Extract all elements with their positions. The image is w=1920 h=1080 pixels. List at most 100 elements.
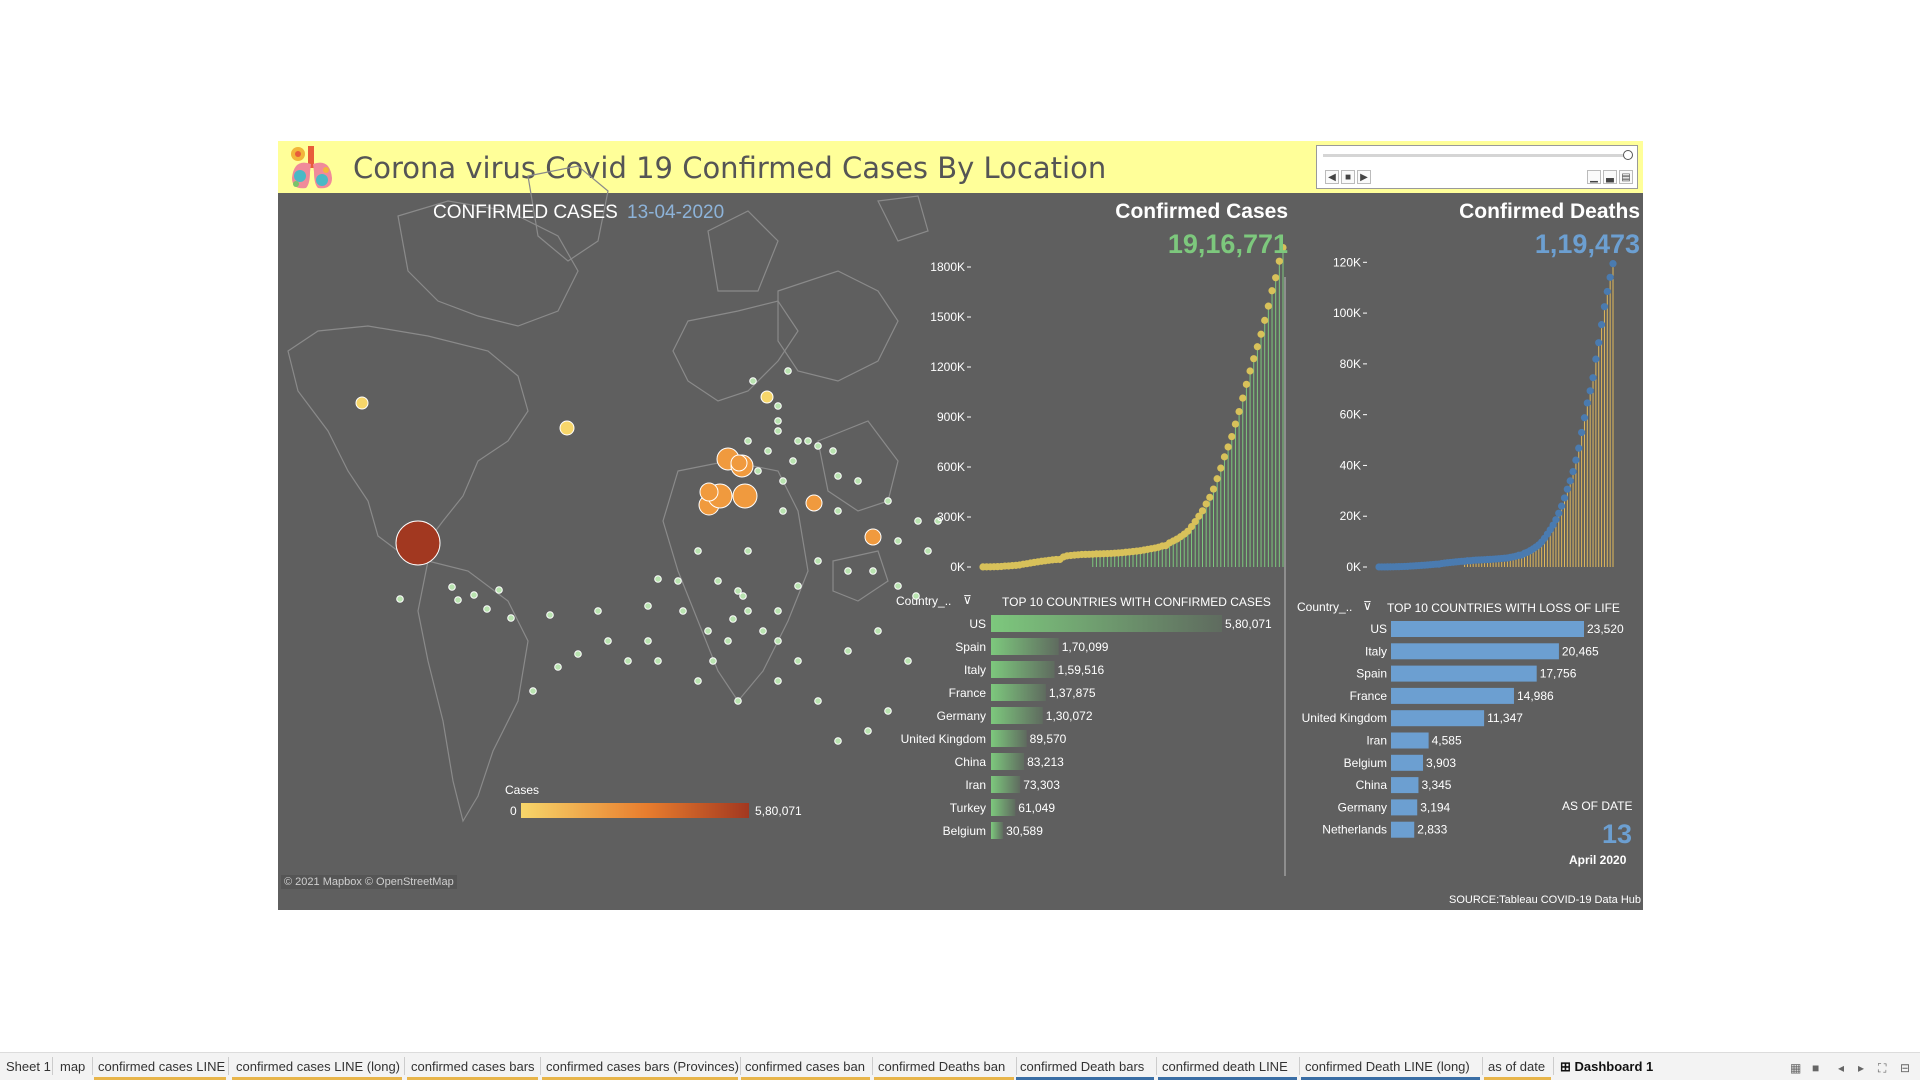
data-point[interactable]: [1555, 509, 1563, 517]
country-bubble[interactable]: [894, 537, 902, 545]
country-bubble[interactable]: [789, 457, 797, 465]
country-bubble[interactable]: [760, 390, 774, 404]
bar[interactable]: [1391, 732, 1429, 749]
country-bubble[interactable]: [396, 595, 404, 603]
slow-speed-icon[interactable]: ▁: [1587, 170, 1601, 184]
country-bubble[interactable]: [654, 657, 662, 665]
data-point[interactable]: [1606, 273, 1614, 281]
bar[interactable]: [991, 707, 1043, 724]
country-bubble[interactable]: [774, 427, 782, 435]
country-bubble[interactable]: [774, 637, 782, 645]
country-bubble[interactable]: [729, 615, 737, 623]
fullscreen-icon[interactable]: ⛶: [1878, 1061, 1887, 1075]
deaths-country-header[interactable]: Country_..: [1297, 600, 1353, 614]
data-point[interactable]: [1217, 464, 1225, 472]
stop-button[interactable]: ■: [1341, 170, 1355, 184]
bar[interactable]: [1391, 621, 1584, 637]
data-point[interactable]: [1549, 521, 1557, 529]
country-bubble[interactable]: [804, 437, 812, 445]
data-point[interactable]: [1250, 355, 1258, 363]
data-point[interactable]: [1600, 303, 1609, 311]
data-point[interactable]: [1552, 516, 1560, 524]
country-bubble[interactable]: [874, 627, 882, 635]
country-bubble[interactable]: [574, 650, 582, 658]
sheet-tab[interactable]: confirmed cases ban: [745, 1059, 865, 1074]
next-page-button[interactable]: ▶: [1357, 170, 1371, 184]
bar[interactable]: [1391, 665, 1537, 682]
country-bubble[interactable]: [794, 437, 802, 445]
country-bubble[interactable]: [734, 587, 742, 595]
country-bubble[interactable]: [546, 611, 554, 619]
country-bubble[interactable]: [604, 637, 612, 645]
country-bubble[interactable]: [794, 657, 802, 665]
country-bubble[interactable]: [694, 677, 702, 685]
country-bubble[interactable]: [644, 602, 652, 610]
country-bubble[interactable]: [744, 607, 752, 615]
country-bubble[interactable]: [355, 396, 369, 410]
next-sheet-icon[interactable]: ▸: [1858, 1061, 1865, 1075]
country-bubble[interactable]: [594, 607, 602, 615]
data-point[interactable]: [1586, 387, 1594, 395]
sheet-tab[interactable]: confirmed cases LINE (long): [236, 1059, 401, 1074]
country-bubble[interactable]: [794, 582, 802, 590]
country-bubble[interactable]: [934, 517, 942, 525]
country-bubble[interactable]: [654, 575, 662, 583]
sheet-tab[interactable]: confirmed Death LINE (long): [1305, 1059, 1470, 1074]
country-bubble[interactable]: [894, 582, 902, 590]
data-point[interactable]: [1583, 399, 1591, 407]
country-bubble[interactable]: [709, 657, 717, 665]
country-bubble[interactable]: [624, 657, 632, 665]
bar[interactable]: [991, 615, 1222, 632]
country-bubble[interactable]: [834, 472, 842, 480]
country-bubble[interactable]: [744, 437, 752, 445]
page-slider-track[interactable]: [1323, 154, 1627, 157]
bar[interactable]: [991, 661, 1055, 678]
country-bubble[interactable]: [754, 467, 762, 475]
data-point[interactable]: [1279, 243, 1287, 252]
sheet-tab[interactable]: ⊞ Dashboard 1: [1560, 1059, 1654, 1074]
country-bubble[interactable]: [759, 627, 767, 635]
bar[interactable]: [1391, 777, 1419, 794]
country-bubble[interactable]: [854, 477, 862, 485]
country-bubble[interactable]: [779, 477, 787, 485]
data-point[interactable]: [1560, 494, 1569, 502]
world-map-land[interactable]: [287, 165, 929, 823]
country-bubble[interactable]: [730, 454, 748, 472]
country-bubble[interactable]: [749, 377, 757, 385]
country-bubble[interactable]: [884, 497, 892, 505]
data-point[interactable]: [1257, 330, 1265, 338]
data-point[interactable]: [1592, 355, 1600, 363]
page-slider-control[interactable]: ◀ ■ ▶ ▁ ▃ ▤: [1316, 145, 1638, 189]
country-bubble[interactable]: [732, 483, 758, 509]
data-point[interactable]: [1275, 257, 1283, 265]
country-bubble[interactable]: [395, 520, 441, 566]
country-bubble[interactable]: [774, 677, 782, 685]
bar[interactable]: [991, 753, 1025, 770]
data-point[interactable]: [1572, 456, 1580, 464]
sheet-tab[interactable]: confirmed Deaths ban: [878, 1059, 1006, 1074]
data-point[interactable]: [1264, 302, 1272, 310]
country-bubble[interactable]: [844, 567, 852, 575]
data-point[interactable]: [1566, 477, 1574, 485]
data-point[interactable]: [1195, 512, 1203, 520]
data-point[interactable]: [1235, 407, 1243, 416]
confirmed-country-header[interactable]: Country_..: [896, 594, 952, 608]
country-bubble[interactable]: [864, 727, 872, 735]
bar[interactable]: [991, 638, 1059, 655]
bar[interactable]: [1391, 821, 1415, 838]
confirmed-deaths-line-chart[interactable]: 0K 20K 40K 60K 80K 100K 120K: [1333, 255, 1617, 574]
data-point[interactable]: [1239, 394, 1247, 402]
data-point[interactable]: [1578, 428, 1586, 437]
bar[interactable]: [991, 684, 1046, 701]
present-icon[interactable]: ⊟: [1900, 1061, 1911, 1075]
data-point[interactable]: [1253, 343, 1261, 351]
data-point[interactable]: [1558, 502, 1566, 510]
data-point[interactable]: [1191, 518, 1199, 526]
country-bubble[interactable]: [805, 494, 823, 512]
bar[interactable]: [1391, 643, 1559, 660]
data-point[interactable]: [1242, 380, 1251, 388]
country-bubble[interactable]: [674, 577, 682, 585]
country-bubble[interactable]: [779, 507, 787, 515]
data-point[interactable]: [1206, 493, 1214, 501]
country-bubble[interactable]: [912, 592, 920, 600]
